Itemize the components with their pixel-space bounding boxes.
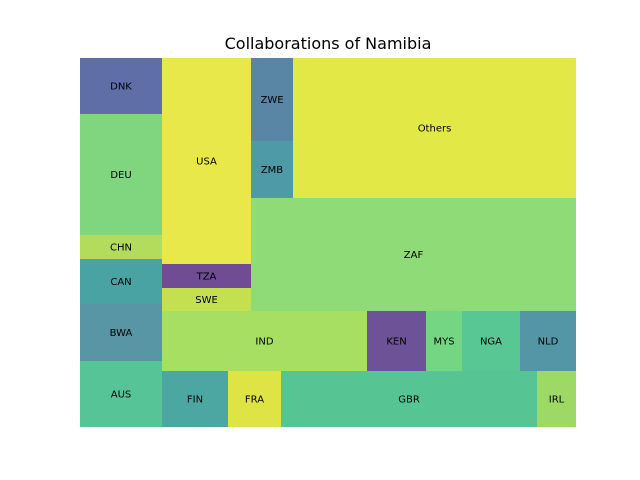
tile-label-usa: USA	[196, 157, 217, 168]
tile-label-tza: TZA	[196, 272, 217, 283]
tile-label-nld: NLD	[538, 337, 559, 348]
tile-label-gbr: GBR	[398, 395, 420, 406]
tile-label-aus: AUS	[111, 390, 132, 401]
tile-label-swe: SWE	[195, 295, 218, 306]
tile-fra	[228, 371, 281, 427]
tile-label-bwa: BWA	[110, 328, 133, 339]
tile-can	[80, 259, 162, 304]
tile-label-zwe: ZWE	[260, 95, 283, 106]
tile-tza	[162, 264, 251, 288]
tile-zwe	[251, 58, 293, 141]
chart-title: Collaborations of Namibia	[225, 34, 432, 53]
tile-label-fin: FIN	[187, 395, 203, 406]
tile-label-chn: CHN	[110, 243, 132, 254]
tile-others	[293, 58, 576, 198]
tile-irl	[537, 371, 576, 427]
tile-label-nga: NGA	[480, 337, 502, 348]
tile-ind	[162, 311, 367, 371]
tile-usa	[162, 58, 251, 264]
tile-deu	[80, 114, 162, 235]
tile-label-ind: IND	[255, 337, 273, 348]
tile-chn	[80, 235, 162, 259]
tile-label-can: CAN	[110, 277, 131, 288]
tile-label-ken: KEN	[386, 337, 406, 348]
tile-label-zaf: ZAF	[404, 250, 424, 261]
tile-label-others: Others	[418, 124, 452, 135]
tile-label-fra: FRA	[245, 395, 264, 406]
tile-gbr	[281, 371, 537, 427]
treemap-tiles: DNK DEU CHN CAN BWA AUS USA TZA SWE ZWE ZMB Others Z…	[80, 58, 576, 427]
tile-aus	[80, 361, 162, 427]
tile-zaf	[251, 198, 576, 311]
tile-label-dnk: DNK	[110, 82, 132, 93]
tile-mys	[426, 311, 462, 371]
tile-label-irl: IRL	[549, 395, 565, 406]
tile-zmb	[251, 141, 293, 198]
tile-label-deu: DEU	[110, 170, 131, 181]
tile-nld	[520, 311, 576, 371]
tile-fin	[162, 371, 228, 427]
tile-swe	[162, 288, 251, 311]
tile-label-mys: MYS	[433, 337, 454, 348]
tile-ken	[367, 311, 426, 371]
tile-label-zmb: ZMB	[261, 165, 283, 176]
tile-dnk	[80, 58, 162, 114]
tile-bwa	[80, 304, 162, 361]
tile-nga	[462, 311, 520, 371]
